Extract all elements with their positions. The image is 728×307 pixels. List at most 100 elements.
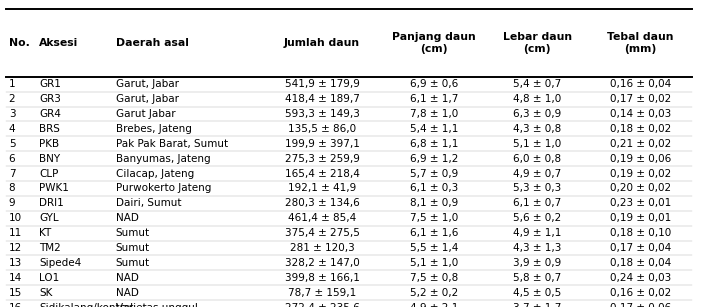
Text: 281 ± 120,3: 281 ± 120,3: [290, 243, 355, 253]
Text: 4,5 ± 0,5: 4,5 ± 0,5: [513, 288, 561, 298]
Text: 6,3 ± 0,9: 6,3 ± 0,9: [513, 109, 561, 119]
Text: Garut, Jabar: Garut, Jabar: [116, 94, 179, 104]
Text: 328,2 ± 147,0: 328,2 ± 147,0: [285, 258, 360, 268]
Text: 272,4 ± 235,6: 272,4 ± 235,6: [285, 302, 360, 307]
Text: Sumut: Sumut: [116, 228, 150, 238]
Text: 165,4 ± 218,4: 165,4 ± 218,4: [285, 169, 360, 179]
Text: 14: 14: [9, 273, 22, 283]
Text: 135,5 ± 86,0: 135,5 ± 86,0: [288, 124, 356, 134]
Text: Purwokerto Jateng: Purwokerto Jateng: [116, 183, 211, 193]
Text: NAD: NAD: [116, 273, 138, 283]
Text: CLP: CLP: [39, 169, 59, 179]
Text: 0,24 ± 0,03: 0,24 ± 0,03: [610, 273, 671, 283]
Text: Daerah asal: Daerah asal: [116, 38, 189, 48]
Text: Tebal daun
(mm): Tebal daun (mm): [607, 32, 674, 54]
Text: 3,9 ± 0,9: 3,9 ± 0,9: [513, 258, 561, 268]
Text: NAD: NAD: [116, 288, 138, 298]
Text: PKB: PKB: [39, 139, 60, 149]
Text: TM2: TM2: [39, 243, 61, 253]
Text: NAD: NAD: [116, 213, 138, 223]
Text: 6,1 ± 0,7: 6,1 ± 0,7: [513, 198, 561, 208]
Text: 192,1 ± 41,9: 192,1 ± 41,9: [288, 183, 356, 193]
Text: 0,18 ± 0,10: 0,18 ± 0,10: [610, 228, 671, 238]
Text: 3,7 ± 1,7: 3,7 ± 1,7: [513, 302, 561, 307]
Text: 541,9 ± 179,9: 541,9 ± 179,9: [285, 79, 360, 89]
Text: 5,8 ± 0,7: 5,8 ± 0,7: [513, 273, 561, 283]
Text: 5,5 ± 1,4: 5,5 ± 1,4: [410, 243, 458, 253]
Text: 12: 12: [9, 243, 22, 253]
Text: 6,1 ± 0,3: 6,1 ± 0,3: [410, 183, 458, 193]
Text: 4: 4: [9, 124, 15, 134]
Text: 5,3 ± 0,3: 5,3 ± 0,3: [513, 183, 561, 193]
Text: 4,9 ± 1,1: 4,9 ± 1,1: [513, 228, 561, 238]
Text: BRS: BRS: [39, 124, 60, 134]
Text: Panjang daun
(cm): Panjang daun (cm): [392, 32, 476, 54]
Text: Dairi, Sumut: Dairi, Sumut: [116, 198, 181, 208]
Text: 16: 16: [9, 302, 22, 307]
Text: 6,9 ± 0,6: 6,9 ± 0,6: [410, 79, 458, 89]
Text: 461,4 ± 85,4: 461,4 ± 85,4: [288, 213, 356, 223]
Text: 0,20 ± 0,02: 0,20 ± 0,02: [610, 183, 671, 193]
Text: 5,4 ± 0,7: 5,4 ± 0,7: [513, 79, 561, 89]
Text: GYL: GYL: [39, 213, 59, 223]
Text: 5: 5: [9, 139, 15, 149]
Text: Aksesi: Aksesi: [39, 38, 79, 48]
Text: 13: 13: [9, 258, 22, 268]
Text: 0,19 ± 0,01: 0,19 ± 0,01: [610, 213, 671, 223]
Text: Jumlah daun: Jumlah daun: [284, 38, 360, 48]
Text: 3: 3: [9, 109, 15, 119]
Text: DRI1: DRI1: [39, 198, 64, 208]
Text: Garut Jabar: Garut Jabar: [116, 109, 175, 119]
Text: Sumut: Sumut: [116, 243, 150, 253]
Text: 0,21 ± 0,02: 0,21 ± 0,02: [610, 139, 671, 149]
Text: 4,3 ± 0,8: 4,3 ± 0,8: [513, 124, 561, 134]
Text: 7,5 ± 1,0: 7,5 ± 1,0: [410, 213, 458, 223]
Text: 4,8 ± 1,0: 4,8 ± 1,0: [513, 94, 561, 104]
Text: 4,9 ± 2,1: 4,9 ± 2,1: [410, 302, 458, 307]
Text: 399,8 ± 166,1: 399,8 ± 166,1: [285, 273, 360, 283]
Text: 0,19 ± 0,02: 0,19 ± 0,02: [610, 169, 671, 179]
Text: 5,6 ± 0,2: 5,6 ± 0,2: [513, 213, 561, 223]
Text: 7,8 ± 1,0: 7,8 ± 1,0: [410, 109, 458, 119]
Text: No.: No.: [9, 38, 30, 48]
Text: 0,19 ± 0,06: 0,19 ± 0,06: [610, 154, 671, 164]
Text: 6,0 ± 0,8: 6,0 ± 0,8: [513, 154, 561, 164]
Text: 8: 8: [9, 183, 15, 193]
Text: 0,18 ± 0,02: 0,18 ± 0,02: [610, 124, 671, 134]
Text: 2: 2: [9, 94, 15, 104]
Text: LO1: LO1: [39, 273, 60, 283]
Text: 9: 9: [9, 198, 15, 208]
Text: 280,3 ± 134,6: 280,3 ± 134,6: [285, 198, 360, 208]
Text: GR4: GR4: [39, 109, 61, 119]
Text: 6,1 ± 1,7: 6,1 ± 1,7: [410, 94, 458, 104]
Text: 5,4 ± 1,1: 5,4 ± 1,1: [410, 124, 458, 134]
Text: 0,14 ± 0,03: 0,14 ± 0,03: [610, 109, 671, 119]
Text: 6,1 ± 1,6: 6,1 ± 1,6: [410, 228, 458, 238]
Text: 0,23 ± 0,01: 0,23 ± 0,01: [610, 198, 671, 208]
Text: Varietas unggul: Varietas unggul: [116, 302, 197, 307]
Text: 5,7 ± 0,9: 5,7 ± 0,9: [410, 169, 458, 179]
Text: Sidikalang/kontrol: Sidikalang/kontrol: [39, 302, 133, 307]
Text: Pak Pak Barat, Sumut: Pak Pak Barat, Sumut: [116, 139, 228, 149]
Text: 15: 15: [9, 288, 22, 298]
Text: Cilacap, Jateng: Cilacap, Jateng: [116, 169, 194, 179]
Text: 8,1 ± 0,9: 8,1 ± 0,9: [410, 198, 458, 208]
Text: 199,9 ± 397,1: 199,9 ± 397,1: [285, 139, 360, 149]
Text: KT: KT: [39, 228, 52, 238]
Text: 5,1 ± 1,0: 5,1 ± 1,0: [410, 258, 458, 268]
Text: 0,17 ± 0,06: 0,17 ± 0,06: [610, 302, 671, 307]
Text: 275,3 ± 259,9: 275,3 ± 259,9: [285, 154, 360, 164]
Text: 11: 11: [9, 228, 22, 238]
Text: 0,17 ± 0,02: 0,17 ± 0,02: [610, 94, 671, 104]
Text: Lebar daun
(cm): Lebar daun (cm): [503, 32, 571, 54]
Text: 5,1 ± 1,0: 5,1 ± 1,0: [513, 139, 561, 149]
Text: 78,7 ± 159,1: 78,7 ± 159,1: [288, 288, 356, 298]
Text: SK: SK: [39, 288, 52, 298]
Text: 6,8 ± 1,1: 6,8 ± 1,1: [410, 139, 458, 149]
Text: 5,2 ± 0,2: 5,2 ± 0,2: [410, 288, 458, 298]
Text: 4,3 ± 1,3: 4,3 ± 1,3: [513, 243, 561, 253]
Text: 7,5 ± 0,8: 7,5 ± 0,8: [410, 273, 458, 283]
Text: 0,18 ± 0,04: 0,18 ± 0,04: [610, 258, 671, 268]
Text: Banyumas, Jateng: Banyumas, Jateng: [116, 154, 210, 164]
Text: 7: 7: [9, 169, 15, 179]
